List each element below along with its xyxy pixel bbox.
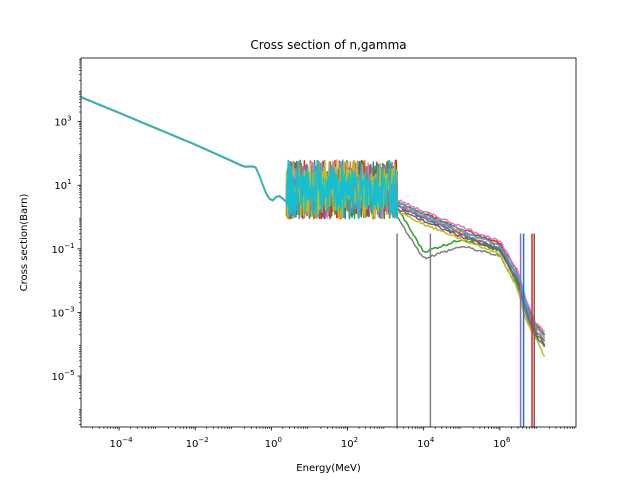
y-tick-label: 101 <box>54 178 71 192</box>
series-line <box>81 96 545 341</box>
series-line <box>81 96 546 337</box>
x-tick-label: 102 <box>341 436 358 450</box>
y-axis-ticks: 10−5 10−3 10−1 101 103 <box>51 59 81 425</box>
x-axis-ticks: 10−4 10−2 100 102 104 106 <box>92 427 575 450</box>
x-tick-label: 10−2 <box>186 436 209 450</box>
x-tick-label: 106 <box>493 436 511 450</box>
series-layer <box>81 96 546 427</box>
series-line <box>81 96 546 346</box>
series-line <box>81 96 546 347</box>
plot-frame <box>80 57 577 428</box>
x-axis-label: Energy(MeV) <box>296 463 361 474</box>
series-line <box>81 96 546 348</box>
y-tick-label: 10−5 <box>51 369 74 383</box>
chart-title: Cross section of n,gamma <box>250 38 406 52</box>
series-line <box>81 96 546 342</box>
y-tick-label: 103 <box>54 115 71 129</box>
series-line <box>81 96 546 357</box>
y-tick-label: 10−3 <box>51 305 74 319</box>
y-tick-label: 10−1 <box>51 242 74 256</box>
series-line <box>81 96 546 339</box>
y-axis-label: Cross section(Barn) <box>19 194 30 292</box>
x-tick-label: 104 <box>417 436 435 450</box>
x-tick-label: 10−4 <box>110 436 134 450</box>
series-line <box>81 96 546 336</box>
x-tick-label: 100 <box>265 436 282 450</box>
